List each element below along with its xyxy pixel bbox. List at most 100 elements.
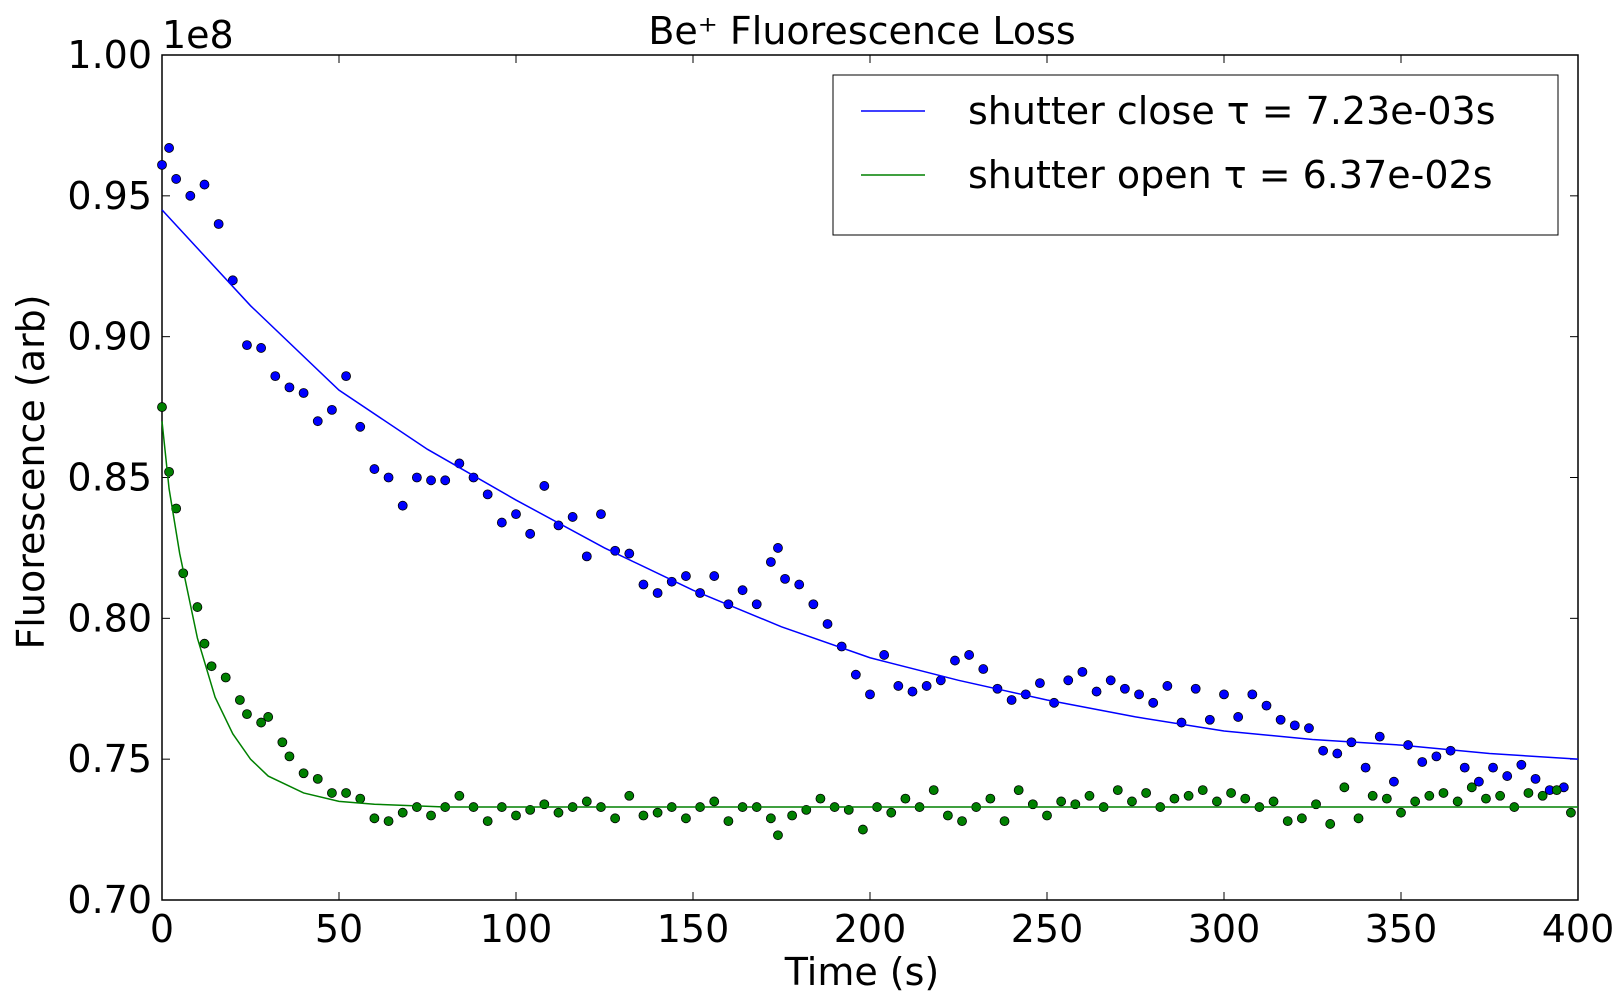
data-point [206, 661, 217, 672]
data-point [808, 599, 819, 610]
data-point [957, 816, 967, 827]
data-point [1091, 686, 1102, 697]
data-point [681, 813, 691, 824]
data-point [496, 517, 507, 528]
data-point [596, 509, 606, 520]
data-point [638, 810, 649, 821]
data-point [1056, 796, 1067, 807]
data-point [921, 681, 932, 691]
data-point [482, 816, 493, 827]
y-tick-label: 0.75 [67, 737, 152, 781]
data-point [164, 466, 174, 477]
data-point [723, 816, 734, 827]
data-point [1077, 666, 1088, 677]
data-point [709, 796, 720, 807]
data-point [312, 773, 323, 784]
data-point [865, 689, 875, 700]
data-point [1459, 762, 1470, 773]
data-point [312, 416, 323, 427]
data-point [610, 813, 621, 824]
data-point [850, 669, 861, 680]
data-point [1127, 796, 1137, 807]
data-point [567, 512, 578, 522]
data-point [482, 489, 493, 500]
data-point [751, 599, 762, 610]
data-point [220, 672, 231, 683]
y-tick-label: 1.00 [67, 33, 152, 77]
data-point [1247, 689, 1258, 700]
data-point [539, 481, 550, 491]
data-point [893, 681, 904, 691]
data-point [773, 830, 783, 841]
data-point [942, 810, 953, 821]
data-point [1304, 723, 1314, 734]
data-point [1360, 762, 1371, 773]
data-point [1417, 757, 1428, 767]
data-point [1183, 790, 1194, 801]
data-point [1197, 785, 1208, 796]
data-point [256, 717, 267, 728]
y-tick-label: 0.70 [67, 878, 152, 922]
data-point [1013, 785, 1024, 796]
x-tick-label: 200 [834, 907, 907, 951]
data-point [284, 751, 295, 762]
data-point [1367, 790, 1378, 801]
data-point [511, 509, 521, 520]
data-point [426, 475, 436, 486]
data-point [263, 712, 274, 722]
data-point [1332, 748, 1343, 759]
data-point [1396, 807, 1406, 818]
data-point [652, 807, 663, 818]
legend-label: shutter close τ = 7.23e-03s [968, 89, 1496, 133]
data-point [1112, 785, 1123, 796]
x-tick-label: 350 [1365, 907, 1438, 951]
data-point [1134, 689, 1144, 700]
data-point [1523, 788, 1534, 798]
data-point [1169, 793, 1180, 804]
data-point [1289, 720, 1300, 731]
data-point [1410, 796, 1421, 807]
data-point [1035, 678, 1045, 689]
data-point [355, 793, 366, 804]
y-tick-label: 0.90 [67, 315, 152, 359]
data-point [907, 686, 918, 697]
data-point [1212, 796, 1222, 807]
data-point [1495, 790, 1506, 801]
data-point [1275, 714, 1286, 725]
data-point [1226, 788, 1236, 798]
data-point [171, 174, 182, 184]
data-point [383, 472, 394, 483]
data-point [234, 695, 245, 705]
data-point [199, 638, 210, 649]
data-point [1119, 683, 1130, 694]
y-tick-label: 0.80 [67, 596, 152, 640]
data-point [928, 785, 939, 796]
x-tick-label: 50 [315, 907, 363, 951]
data-point [164, 143, 174, 153]
data-point [298, 768, 309, 779]
data-point [383, 816, 394, 827]
data-point [369, 464, 380, 474]
data-point [999, 816, 1010, 827]
data-point [1452, 796, 1463, 807]
x-axis-label: Time (s) [784, 950, 940, 994]
data-point [242, 709, 252, 719]
data-point [1488, 762, 1498, 773]
fit-line [161, 421, 1578, 808]
data-point [397, 500, 408, 511]
x-tick-label: 300 [1188, 907, 1261, 951]
data-point [199, 179, 210, 190]
data-point [454, 790, 465, 801]
data-point [256, 343, 267, 353]
data-point [681, 571, 691, 581]
data-point [1268, 796, 1279, 807]
x-tick-label: 100 [480, 907, 553, 951]
x-tick-label: 400 [1542, 907, 1615, 951]
data-point [773, 543, 783, 553]
data-point [1530, 773, 1541, 784]
data-point [1063, 675, 1074, 686]
data-point [1374, 731, 1385, 742]
data-point [581, 796, 592, 807]
data-point [341, 371, 351, 382]
